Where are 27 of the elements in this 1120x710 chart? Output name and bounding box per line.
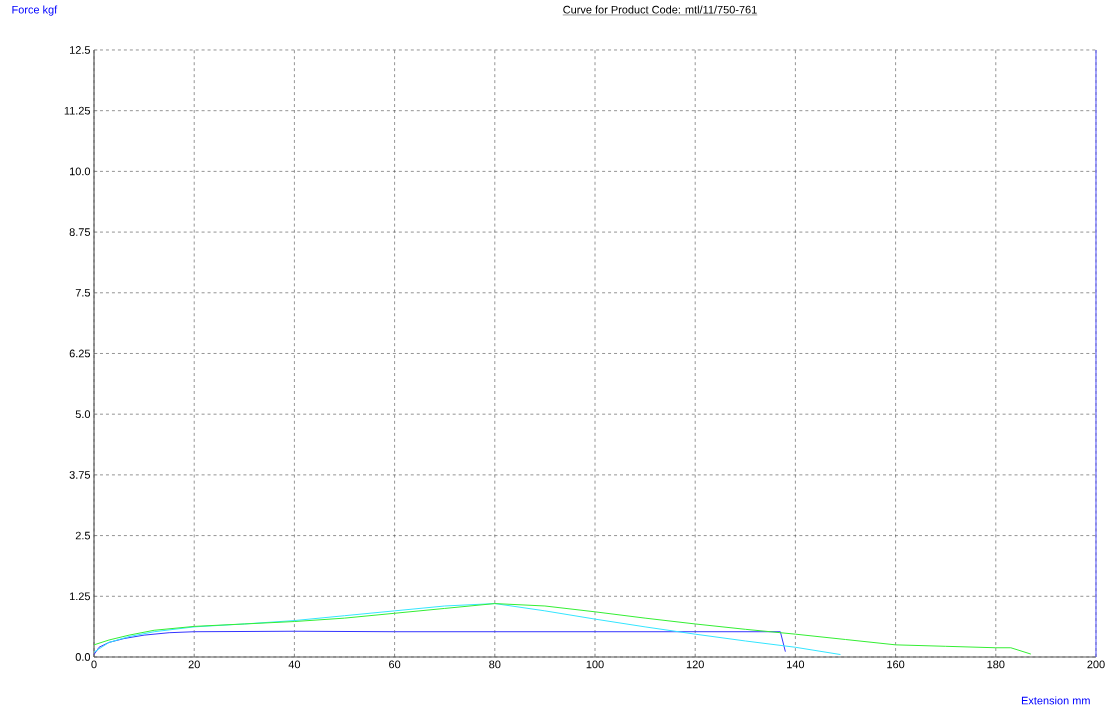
y-axis-title: Force kgf (12, 5, 58, 16)
x-tick-label: 40 (288, 660, 301, 669)
y-tick-label: 11.25 (64, 106, 91, 115)
y-tick-label: 7.5 (75, 288, 91, 297)
line-series (93, 603, 841, 656)
x-tick-label: 180 (987, 660, 1005, 669)
y-tick-label: 10.0 (69, 167, 91, 176)
y-tick-label: 3.75 (69, 471, 91, 479)
x-tick-label: 0 (91, 660, 97, 669)
y-tick-label: 12.5 (69, 46, 91, 54)
x-axis-title: Extension mm (1021, 696, 1090, 705)
x-tick-label: 120 (686, 660, 704, 669)
y-tick-label: 5.0 (75, 410, 91, 419)
y-tick-label: 6.25 (69, 349, 91, 358)
x-tick-label: 160 (887, 660, 905, 669)
x-tick-label: 20 (188, 660, 200, 669)
line-series (93, 603, 1032, 655)
x-tick-label: 100 (586, 660, 604, 669)
x-tick-label: 140 (787, 660, 805, 669)
y-tick-label: 1.25 (69, 592, 91, 601)
x-tick-label: 200 (1087, 660, 1105, 669)
y-tick-label: 0.0 (75, 653, 91, 661)
x-tick-label: 80 (489, 660, 501, 669)
y-tick-label: 8.75 (69, 228, 91, 236)
y-tick-label: 2.5 (75, 531, 91, 540)
chart-title: Curve for Product Code: mtl/11/750-761 (563, 5, 757, 14)
x-tick-label: 60 (389, 660, 401, 669)
